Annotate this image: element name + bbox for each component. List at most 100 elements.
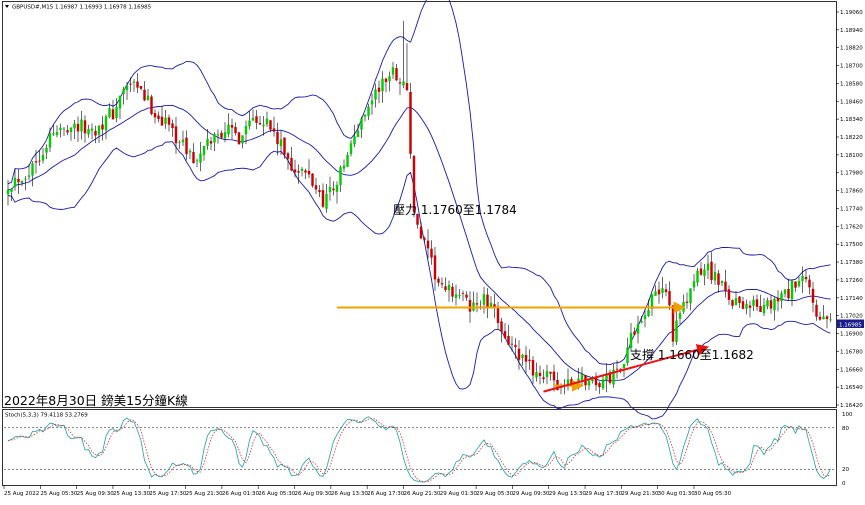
symbol-header: GBPUSD#,M15 1.16987 1.16993 1.16978 1.16… — [12, 5, 152, 11]
candle-body — [13, 177, 17, 187]
candle-body — [643, 315, 647, 320]
candle-body — [192, 151, 195, 164]
candle-body — [188, 150, 192, 153]
candle-body — [713, 271, 717, 281]
candle-body — [157, 115, 160, 119]
candle-body — [580, 373, 584, 380]
price-tick-label: 1.18940 — [840, 28, 863, 34]
candle-body — [752, 299, 755, 306]
candle-body — [794, 281, 797, 288]
candle-body — [370, 100, 374, 105]
candle-body — [244, 126, 248, 135]
candle-body — [552, 371, 556, 381]
time-tick-label: 29 Aug 13:30 — [549, 491, 587, 497]
candle-body — [111, 109, 115, 120]
price-tick-label: 1.17020 — [840, 314, 863, 320]
price-tick-label: 1.16540 — [840, 385, 863, 391]
candle-body — [83, 120, 87, 134]
resistance-label: 壓力 1.1760至1.1784 — [393, 203, 517, 217]
candle-body — [73, 123, 76, 129]
candle-body — [528, 359, 531, 362]
candle-body — [822, 316, 825, 320]
time-tick-label: 26 Aug 09:30 — [295, 491, 333, 497]
candle-body — [125, 85, 129, 91]
candle-body — [766, 300, 769, 307]
candle-body — [174, 126, 178, 144]
candle-body — [293, 169, 297, 173]
time-tick-label: 30 Aug 05:30 — [694, 491, 732, 497]
candle-body — [41, 154, 45, 161]
candle-body — [206, 139, 209, 146]
candle-body — [685, 301, 689, 303]
candle-body — [647, 310, 650, 316]
candle-body — [143, 89, 146, 101]
stoch-tick-label: 80 — [842, 426, 849, 432]
price-tick-label: 1.18460 — [840, 99, 863, 105]
candle-body — [290, 158, 293, 171]
candle-body — [122, 89, 125, 95]
candle-body — [391, 67, 395, 75]
time-tick-label: 25 Aug 13:30 — [113, 491, 151, 497]
current-price-marker — [837, 319, 864, 328]
candle-body — [710, 261, 713, 281]
candle-body — [181, 139, 185, 143]
candle-body — [237, 132, 241, 145]
candle-body — [608, 372, 612, 383]
candle-body — [731, 300, 734, 306]
time-tick-label: 25 Aug 17:30 — [149, 491, 187, 497]
candle-body — [132, 81, 136, 83]
candle-body — [38, 160, 41, 162]
candle-body — [31, 163, 34, 176]
time-tick-label: 29 Aug 01:30 — [440, 491, 478, 497]
candle-body — [342, 165, 346, 169]
candle-body — [804, 276, 808, 280]
candle-body — [493, 304, 496, 308]
dropdown-triangle-icon[interactable] — [5, 5, 9, 8]
candle-body — [153, 113, 157, 118]
candle-body — [661, 288, 664, 294]
candle-body — [419, 226, 423, 239]
candle-body — [6, 189, 10, 195]
candle-body — [262, 124, 265, 127]
stoch-axis: 100 80 20 0 — [842, 412, 853, 487]
candle-body — [759, 306, 762, 312]
bollinger-bands — [7, 0, 831, 420]
candle-body — [724, 281, 727, 292]
candle-body — [167, 117, 171, 125]
candle-body — [437, 278, 440, 283]
candle-body — [783, 289, 787, 294]
candle-body — [216, 134, 220, 136]
stoch-header: Stoch(5,3,3) 79.4118 53.2769 — [5, 413, 88, 419]
candle-body — [398, 82, 402, 84]
candle-body — [367, 106, 370, 116]
candle-body — [825, 316, 829, 320]
candle-body — [769, 300, 773, 309]
candle-body — [363, 114, 367, 117]
candle-body — [486, 294, 489, 309]
candle-body — [20, 180, 24, 183]
candle-body — [475, 303, 479, 305]
candle-body — [97, 125, 101, 135]
candle-body — [542, 377, 545, 380]
candle-body — [223, 132, 227, 139]
candle-body — [689, 288, 692, 304]
price-tick-label: 1.17860 — [840, 189, 863, 195]
candle-body — [276, 131, 279, 145]
candle-body — [633, 331, 636, 335]
candle-body — [811, 288, 815, 303]
candle-body — [227, 124, 230, 135]
candle-body — [790, 280, 794, 300]
candle-body — [202, 145, 206, 155]
candle-body — [503, 331, 507, 338]
candle-body — [209, 141, 213, 144]
price-tick-label: 1.19060 — [840, 10, 863, 16]
candle-body — [605, 373, 608, 381]
candle-body — [59, 127, 62, 131]
stoch-signal-line — [7, 417, 831, 483]
candle-body — [745, 303, 748, 309]
chart-caption: 2022年8月30日 鎊美15分鐘K線 — [4, 393, 188, 408]
candle-body — [482, 294, 486, 305]
candle-body — [629, 332, 633, 349]
candle-body — [265, 118, 269, 125]
time-tick-label: 26 Aug 05:30 — [258, 491, 296, 497]
